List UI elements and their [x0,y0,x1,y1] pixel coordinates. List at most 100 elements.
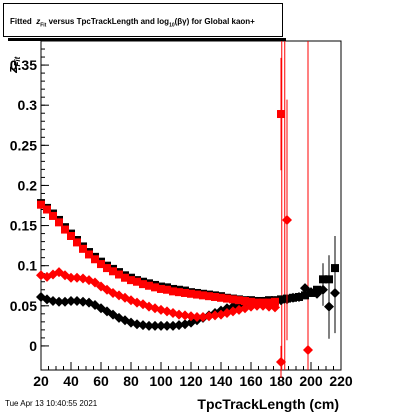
x-tick-label: 60 [93,373,109,389]
x-tick-label: 80 [123,373,139,389]
data-point-diamond [258,300,268,311]
data-point-diamond [282,214,292,225]
x-tick-label: 140 [209,373,233,389]
data-point-square [145,281,153,290]
title-box-shadow [8,38,286,41]
y-tick-label: 0.25 [10,137,37,153]
data-point-diamond [318,284,328,295]
data-point-square [91,255,99,264]
x-tick-label: 180 [269,373,293,389]
data-point-square [103,264,111,273]
data-point-diamond [174,309,184,320]
data-point-diamond [192,312,202,323]
data-point-square [187,289,195,298]
y-tick-label: 0.1 [18,258,38,274]
data-point-square [109,267,117,276]
data-point-square [169,287,177,296]
x-tick-label: 220 [329,373,353,389]
chart-title: Fitted zFit versus TpcTrackLength and lo… [10,17,255,29]
data-point-square [49,211,57,220]
data-point-diamond [198,312,208,323]
data-point-square [157,284,165,293]
data-point-square [241,296,249,305]
data-point-diamond [168,320,178,331]
title-prefix: Fitted [10,17,32,26]
data-point-square [133,277,141,286]
data-point-diamond [288,292,298,303]
data-point-diamond [66,295,76,306]
data-point-square [235,296,243,305]
y-axis-label-main: z [5,66,20,74]
data-point-square [211,292,219,301]
x-tick-label: 200 [299,373,323,389]
data-point-square [73,238,81,247]
data-point-square [175,288,183,297]
x-tick-label: 40 [63,373,79,389]
data-point-diamond [132,319,142,330]
data-point-diamond [264,301,274,312]
data-point-diamond [186,311,196,322]
y-tick-label: 0.15 [10,218,37,234]
data-point-square [79,244,87,253]
data-point-square [61,225,69,234]
y-tick-label: 0.05 [10,298,37,314]
data-point-diamond [246,301,256,312]
data-point-square [193,290,201,299]
y-tick-label: 0.3 [18,97,38,113]
data-point-square [97,260,105,269]
y-axis-label: zFit [5,56,22,74]
data-point-diamond [150,320,160,331]
title-mid: versus TpcTrackLength and log [48,17,170,26]
data-point-diamond [90,277,100,288]
data-point-square [139,280,147,289]
data-point-square [199,291,207,300]
data-point-square [43,205,51,214]
data-point-diamond [174,320,184,331]
title-log-sub: 10 [169,22,175,29]
y-axis-label-sub: Fit [13,56,22,66]
timestamp: Tue Apr 13 10:40:55 2021 [5,399,98,408]
data-point-diamond [72,272,82,283]
data-point-diamond [144,320,154,331]
data-point-square [217,293,225,302]
data-point-diamond [156,320,166,331]
chart-title-box: Fitted zFit versus TpcTrackLength and lo… [3,3,286,41]
data-point-square [127,276,135,285]
data-point-square [115,270,123,279]
data-point-square [121,273,129,282]
x-tick-label: 120 [179,373,203,389]
x-tick-label: 20 [33,373,49,389]
data-point-square [67,231,75,240]
title-symbol-sub: Fit [40,22,47,29]
data-point-square [85,250,93,259]
data-point-square [55,218,63,227]
data-point-diamond [210,310,220,321]
title-suffix: (βγ) for Global kaon+ [174,17,255,26]
data-point-diamond [330,287,340,298]
y-tick-label: 0.2 [18,177,38,193]
data-point-square [277,110,285,119]
y-tick-label: 0 [29,338,37,354]
data-point-diamond [60,296,70,307]
x-tick-label: 160 [239,373,263,389]
data-point-diamond [66,272,76,283]
x-axis-label: TpcTrackLength (cm) [197,396,339,412]
x-tick-label: 100 [149,373,173,389]
data-point-diamond [312,288,322,299]
data-point-diamond [276,356,286,367]
data-point-diamond [324,301,334,312]
data-point-square [229,295,237,304]
data-point-diamond [78,296,88,307]
data-point-diamond [162,320,172,331]
data-point-diamond [54,296,64,307]
data-point-square [163,285,171,294]
data-point-square [181,288,189,297]
data-point-diamond [303,344,313,355]
data-point-diamond [294,291,304,302]
data-point-diamond [300,283,310,294]
data-point-square [271,297,279,306]
data-point-diamond [270,302,280,313]
title-symbol: z [36,17,41,26]
data-point-diamond [180,310,190,321]
